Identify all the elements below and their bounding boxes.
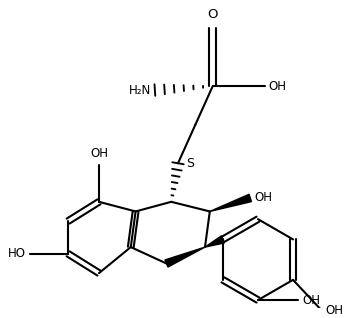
Polygon shape: [210, 194, 252, 211]
Text: S: S: [186, 157, 194, 170]
Polygon shape: [165, 247, 205, 267]
Text: H₂N: H₂N: [129, 84, 151, 97]
Text: OH: OH: [302, 294, 320, 307]
Text: OH: OH: [326, 304, 344, 317]
Text: O: O: [207, 8, 218, 21]
Text: HO: HO: [8, 247, 26, 260]
Text: OH: OH: [269, 80, 287, 93]
Text: OH: OH: [254, 191, 272, 204]
Text: OH: OH: [90, 147, 108, 160]
Polygon shape: [205, 236, 224, 247]
